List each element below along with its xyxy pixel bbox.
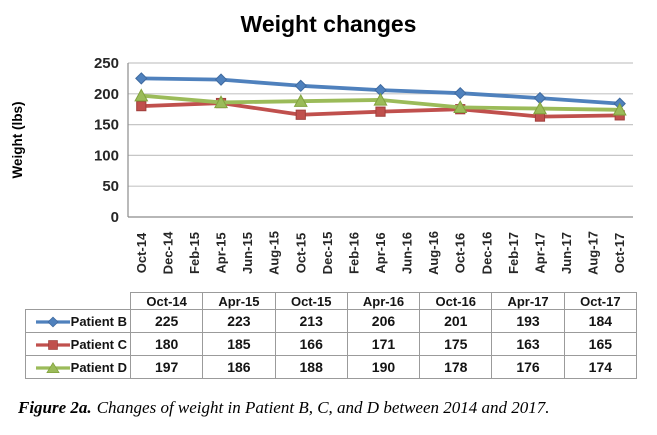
- table-cell: 201: [419, 309, 493, 333]
- square-marker-icon: [295, 109, 306, 120]
- x-tick-label: Jun-15: [240, 232, 255, 274]
- figure-caption-text: Changes of weight in Patient B, C, and D…: [96, 398, 550, 417]
- x-tick-label: Jun-17: [559, 232, 574, 274]
- table-cell: 180: [129, 332, 204, 356]
- diamond-marker-icon: [294, 79, 307, 92]
- x-tick-label: Feb-15: [187, 232, 202, 274]
- table-cell: 176: [491, 355, 565, 379]
- table-cell: 193: [491, 309, 565, 333]
- x-tick-label: Dec-15: [320, 232, 335, 275]
- legend-cell: Patient B: [25, 309, 131, 333]
- x-tick-label: Apr-15: [214, 232, 229, 273]
- table-row: Patient D 197 186 188 190 178 176 174: [25, 355, 638, 379]
- table-row: Patient B 225 223 213 206 201 193 184: [25, 309, 638, 333]
- y-tick-label: 200: [94, 86, 119, 103]
- y-tick-label: 150: [94, 117, 119, 134]
- table-col-header: Oct-17: [563, 292, 638, 310]
- x-tick-label: Oct-15: [293, 233, 308, 273]
- table-cell: 188: [274, 355, 348, 379]
- x-tick-label: Aug-17: [586, 231, 601, 275]
- table-cell: 165: [563, 332, 638, 356]
- triangle-marker-icon: [134, 88, 149, 102]
- table-header-row: Oct-14 Apr-15 Oct-15 Apr-16 Oct-16 Apr-17 Oct-…: [25, 292, 638, 310]
- diamond-marker-icon: [454, 86, 467, 100]
- y-tick-label: 250: [94, 55, 119, 72]
- table-cell: 206: [346, 309, 421, 333]
- x-tick-label: Apr-16: [373, 232, 388, 273]
- table-header-row: Oct-14 Apr-15 Oct-15 Apr-16 Oct-16 Apr-17 Oct-…: [25, 292, 638, 310]
- table-col-header: Oct-15: [274, 292, 348, 310]
- table-cell: 213: [274, 309, 348, 333]
- table-row: Patient C 180 185 166 171 175 163 165: [25, 332, 638, 356]
- table-cell: 190: [346, 355, 421, 379]
- legend-diamond-marker-icon: [35, 316, 70, 327]
- table-cell: 197: [129, 355, 204, 379]
- x-tick-label: Dec-16: [479, 232, 494, 275]
- table-col-header: Apr-16: [346, 292, 421, 310]
- table-cell: 166: [274, 332, 348, 356]
- y-tick-label: 100: [94, 147, 119, 164]
- figure-caption: Figure 2a. Changes of weight in Patient B…: [18, 398, 648, 418]
- table-col-header: Apr-17: [491, 292, 565, 310]
- table-cell: 225: [129, 309, 204, 333]
- table-cell: 171: [346, 332, 421, 356]
- x-tick-label: Oct-14: [134, 232, 149, 273]
- table-col-header: Apr-15: [202, 292, 276, 310]
- table-cell: 163: [491, 332, 565, 356]
- triangle-marker-icon: [213, 95, 229, 109]
- legend-cell: Patient C: [25, 332, 131, 356]
- table-col-header: Oct-14: [129, 292, 204, 310]
- triangle-marker-icon: [453, 100, 468, 114]
- table-cell: 186: [202, 355, 276, 379]
- triangle-marker-icon: [293, 93, 308, 107]
- x-tick-label: Aug-15: [267, 231, 282, 275]
- diamond-marker-icon: [135, 72, 148, 85]
- x-tick-label: Feb-17: [506, 232, 521, 274]
- chart-title: Weight changes: [240, 11, 417, 37]
- legend-square-marker-icon: [35, 339, 70, 350]
- square-marker-icon: [375, 106, 386, 117]
- triangle-marker-icon: [612, 102, 627, 116]
- diamond-marker-icon: [214, 73, 228, 86]
- legend-label: Patient C: [70, 336, 127, 352]
- series-patient-b: [135, 72, 626, 110]
- legend-triangle-marker-icon: [35, 361, 70, 373]
- x-tick-label: Apr-17: [532, 232, 547, 273]
- table-cell: 175: [419, 332, 493, 356]
- table-cell: 223: [202, 309, 276, 333]
- triangle-marker-icon: [373, 92, 388, 106]
- chart-data-table: Oct-14 Apr-15 Oct-15 Apr-16 Oct-16 Apr-17 Oct-…: [25, 292, 638, 379]
- triangle-marker-icon: [532, 101, 548, 115]
- x-tick-label: Jun-16: [400, 232, 415, 274]
- legend-label: Patient D: [70, 359, 127, 375]
- y-tick-label: 50: [102, 178, 119, 195]
- weight-line-chart: 0 50 100 150 200 250 Oct-14 Dec-14 Feb-15 Apr-15 J…: [10, 55, 633, 275]
- y-tick-label: 0: [111, 209, 119, 226]
- x-tick-label: Aug-16: [426, 231, 441, 275]
- table-cell: 184: [563, 309, 638, 333]
- figure-caption-label: Figure 2a.: [18, 398, 92, 417]
- x-tick-label: Dec-14: [160, 231, 175, 274]
- table-corner-blank: [25, 292, 131, 310]
- legend-cell: Patient D: [25, 355, 131, 379]
- square-marker-icon: [136, 101, 147, 112]
- legend-label: Patient B: [70, 313, 127, 329]
- x-tick-label: Oct-17: [612, 233, 627, 273]
- x-tick-label: Oct-16: [453, 233, 468, 273]
- table-cell: 174: [563, 355, 638, 379]
- x-tick-label: Feb-16: [346, 232, 361, 274]
- y-axis-title: Weight (lbs): [10, 102, 25, 179]
- table-col-header: Oct-16: [419, 292, 493, 310]
- table-cell: 178: [419, 355, 493, 379]
- table-cell: 185: [202, 332, 276, 356]
- series-patient-d: [134, 88, 627, 116]
